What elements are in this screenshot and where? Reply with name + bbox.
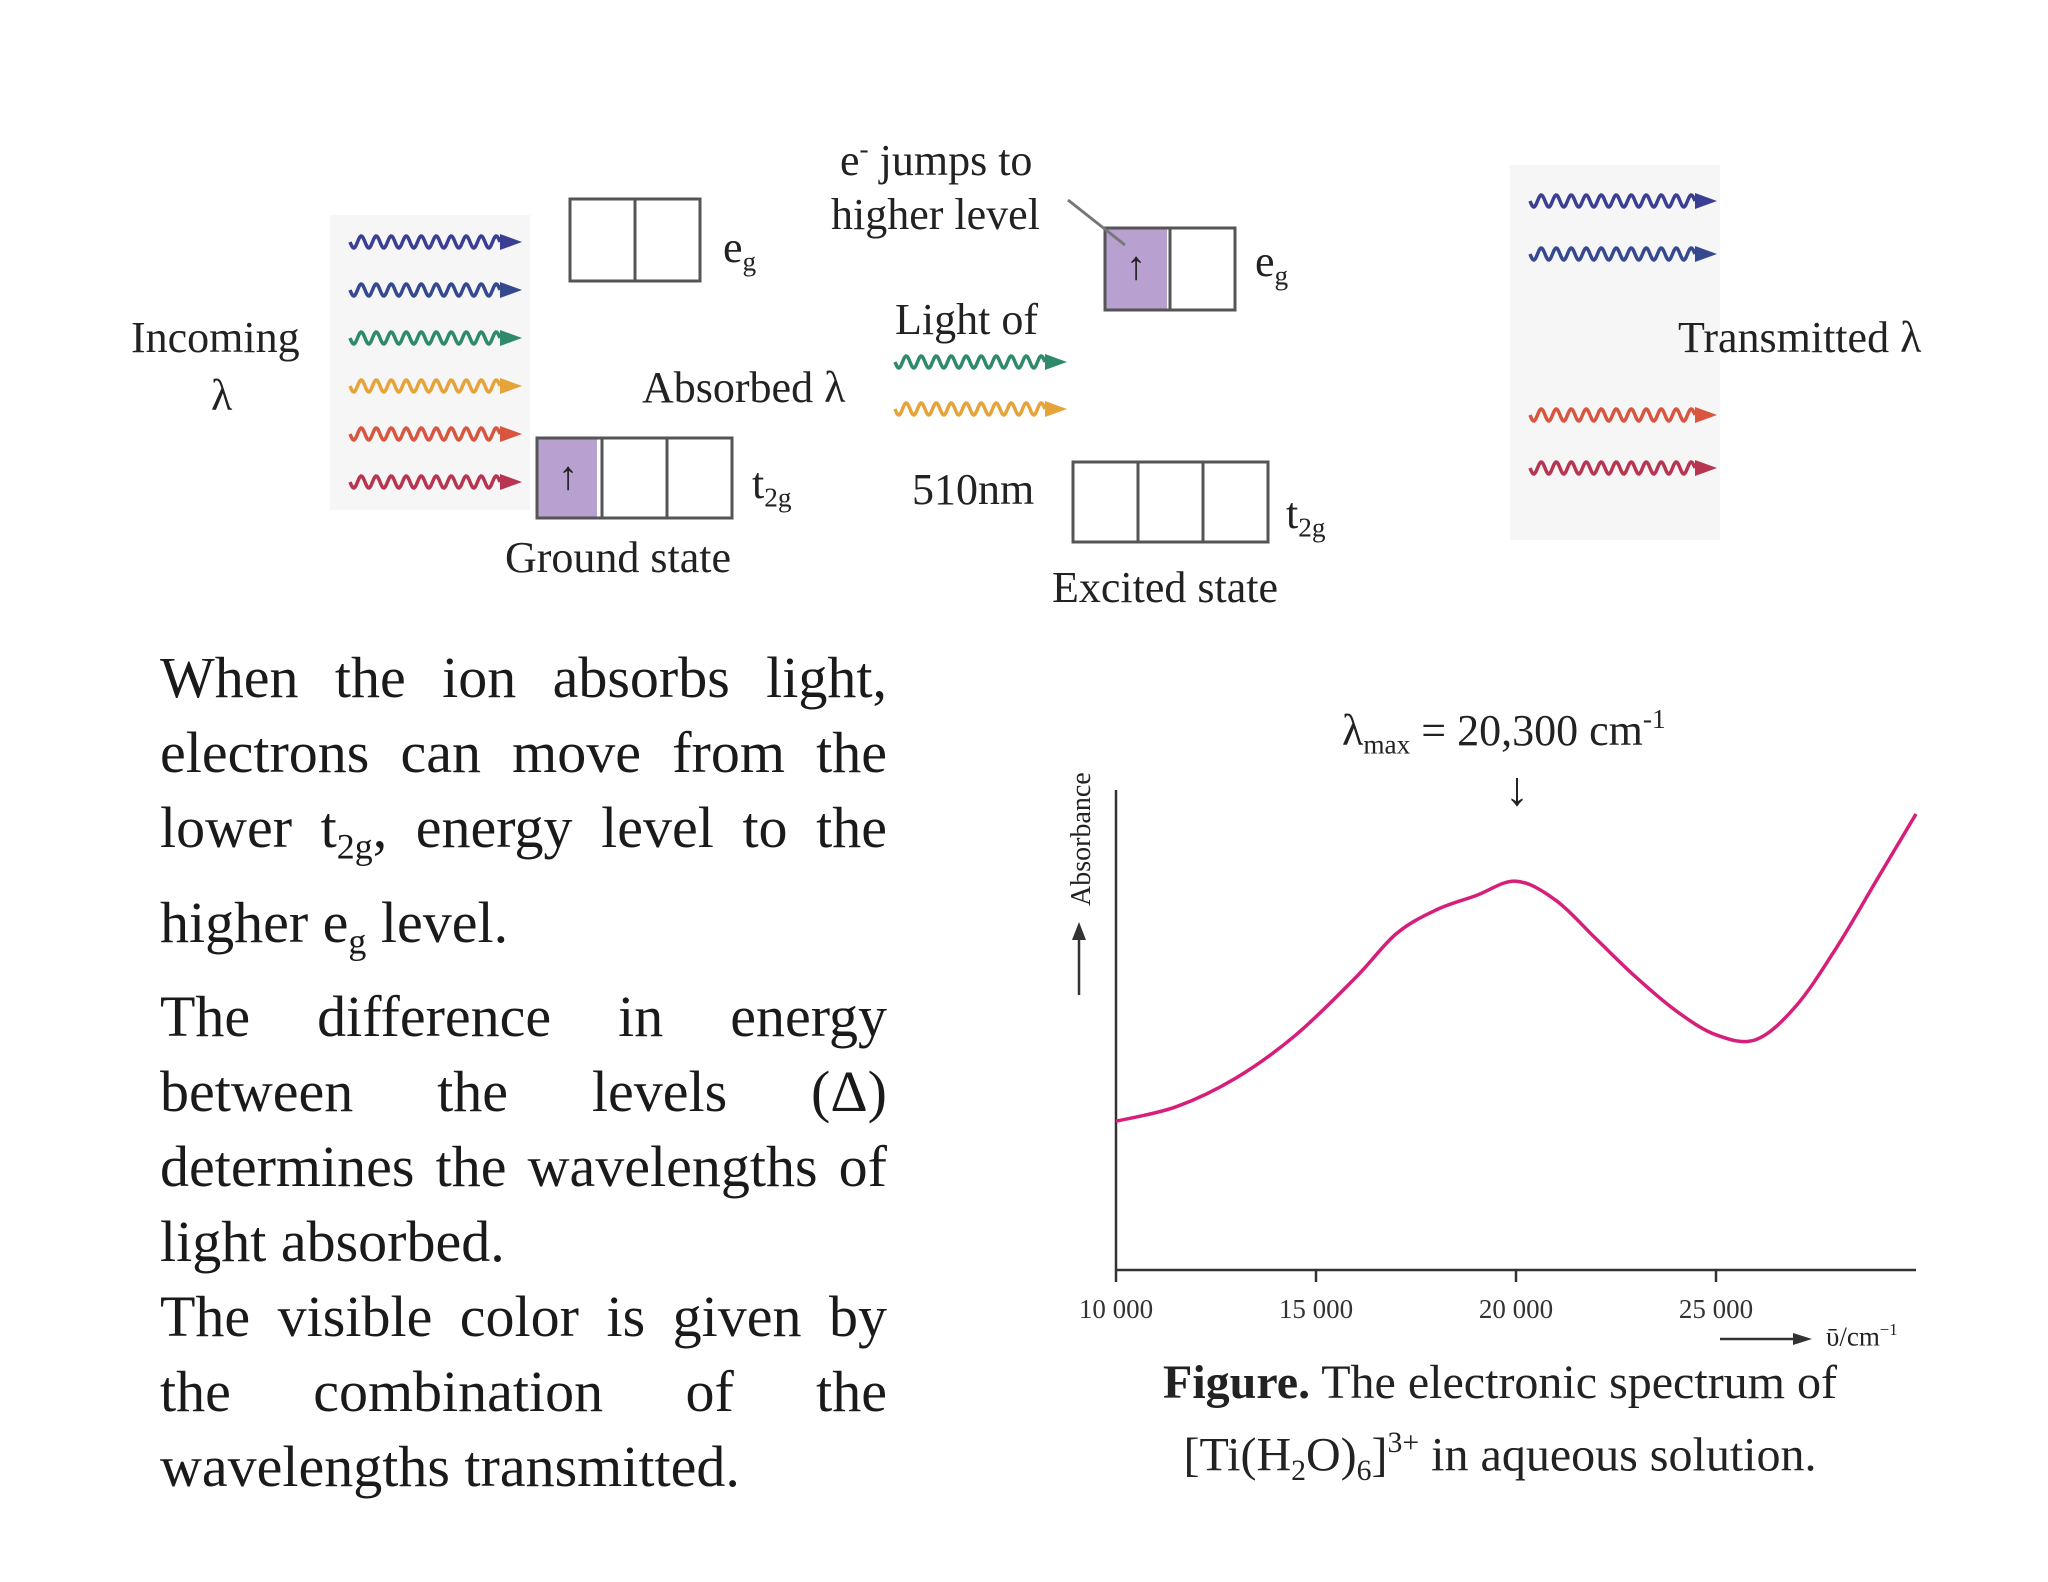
caption-line-2: [Ti(H2O)6]3+ in aqueous solution. — [1183, 1426, 1817, 1487]
x-tick-label: 20 000 — [1478, 1294, 1554, 1324]
x-tick-label: 10 000 — [1078, 1294, 1154, 1324]
ground-eg-orbitals — [568, 197, 702, 283]
absorbed-label: Absorbed λ — [642, 363, 846, 412]
spectrum-line — [1115, 813, 1918, 1123]
incoming-wave-arrow — [348, 474, 522, 490]
incoming-wave-arrow — [348, 282, 522, 298]
y-axis-arrowhead — [1072, 922, 1086, 940]
occupied-orbital — [537, 438, 597, 518]
transmitted-wave-arrow — [1528, 460, 1717, 476]
excited-t2g-orbitals — [1071, 460, 1270, 544]
figure-caption: Figure. The electronic spectrum of [Ti(H… — [1090, 1353, 1910, 1501]
transmitted-waves — [1528, 193, 1717, 476]
transmitted-wave-arrow — [1528, 246, 1717, 262]
excited-eg-orbitals — [1103, 226, 1237, 312]
excited-t2g-label: t2g — [1286, 489, 1326, 543]
x-tick-label: 25 000 — [1678, 1294, 1754, 1324]
incoming-wave-arrow — [348, 378, 522, 394]
incoming-wave-arrow — [348, 330, 522, 346]
incoming-label: Incoming — [131, 313, 300, 362]
absorbed-waves — [893, 354, 1067, 417]
lambda-max-arrow: ↓ — [1505, 763, 1529, 816]
incoming-lambda: λ — [211, 371, 233, 420]
pointer-line — [1067, 198, 1126, 247]
excited-electron-arrow: ↑ — [1126, 243, 1146, 288]
paragraph-1: When the ion absorbs light, electrons ca… — [160, 645, 887, 961]
light-of-label: Light of — [895, 295, 1038, 344]
wavelength-label: 510nm — [912, 465, 1035, 514]
x-axis-arrowhead — [1793, 1333, 1812, 1345]
ground-t2g-orbitals — [535, 436, 734, 520]
incoming-panel — [330, 215, 530, 510]
paragraph-2: The difference in energy between the lev… — [160, 984, 887, 1274]
paragraph-3: The visible color is given by the combin… — [160, 1284, 887, 1499]
lambda-max-annotation: λmax = 20,300 cm-1 — [1342, 704, 1666, 760]
incoming-waves — [348, 234, 522, 490]
incoming-wave-arrow — [348, 234, 522, 250]
y-axis-label: Absorbance — [1066, 772, 1097, 906]
absorbed-wave-arrow — [893, 401, 1067, 417]
ground-electron-arrow: ↑ — [558, 453, 578, 498]
explanation-text: When the ion absorbs light, electrons ca… — [160, 640, 887, 1504]
jumps-label-line2: higher level — [831, 190, 1040, 239]
x-axis-label: ῡ/cm−1 — [1826, 1320, 1898, 1352]
absorbed-wave-arrow — [893, 354, 1067, 370]
caption-line-1: Figure. The electronic spectrum of — [1163, 1356, 1837, 1409]
ground-state-label: Ground state — [505, 533, 732, 582]
energy-level-diagram — [330, 165, 1720, 544]
transmitted-wave-arrow — [1528, 193, 1717, 209]
ground-t2g-label: t2g — [752, 459, 792, 513]
transmitted-panel — [1510, 165, 1720, 540]
excited-eg-label: eg — [1255, 237, 1289, 291]
incoming-wave-arrow — [348, 426, 522, 442]
transmitted-label: Transmitted λ — [1678, 313, 1922, 362]
x-ticks — [1114, 1270, 1718, 1282]
ground-eg-label: eg — [723, 223, 757, 277]
transmitted-wave-arrow — [1528, 407, 1717, 423]
excited-state-label: Excited state — [1052, 563, 1279, 612]
jumps-label-line1: e- jumps to — [840, 134, 1033, 185]
x-tick-label: 15 000 — [1278, 1294, 1354, 1324]
occupied-orbital — [1105, 228, 1167, 310]
